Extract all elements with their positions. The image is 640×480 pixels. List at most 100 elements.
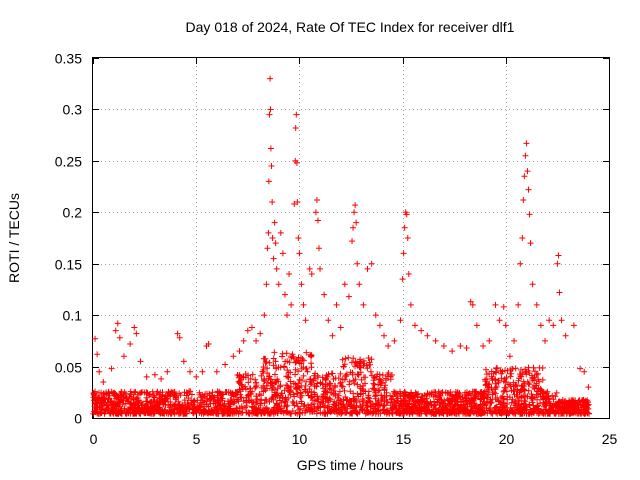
data-point xyxy=(351,209,358,216)
data-point xyxy=(133,330,140,337)
data-point xyxy=(520,196,527,203)
data-point xyxy=(519,235,526,241)
data-point xyxy=(399,276,406,283)
data-point xyxy=(261,312,268,319)
y-tick-label: 0.25 xyxy=(55,154,82,170)
data-point xyxy=(295,235,302,241)
data-point xyxy=(372,312,379,319)
data-point xyxy=(131,324,138,331)
data-point xyxy=(92,335,99,342)
data-point xyxy=(325,317,332,324)
data-point xyxy=(317,265,324,272)
y-tick-label: 0 xyxy=(74,411,82,427)
noise-points xyxy=(90,349,593,417)
x-tick-label: 0 xyxy=(90,431,98,447)
data-point xyxy=(151,371,158,378)
data-point xyxy=(524,168,531,175)
data-point xyxy=(376,322,383,329)
data-point xyxy=(314,217,321,224)
data-point xyxy=(143,373,150,380)
data-point xyxy=(511,337,518,344)
data-point xyxy=(463,345,470,352)
data-point xyxy=(368,260,375,267)
data-point xyxy=(515,301,522,308)
data-point xyxy=(248,324,255,331)
data-point xyxy=(542,337,549,344)
data-point xyxy=(257,330,264,337)
y-tick-label: 0.35 xyxy=(55,51,82,67)
background-point-cloud xyxy=(90,349,593,417)
data-point xyxy=(473,322,480,329)
data-point xyxy=(316,245,323,252)
data-point xyxy=(381,332,388,339)
data-point xyxy=(266,111,273,118)
data-point xyxy=(244,327,251,334)
data-point xyxy=(349,238,356,245)
data-point xyxy=(333,301,340,308)
data-point xyxy=(180,358,187,365)
data-point xyxy=(263,281,270,288)
data-point xyxy=(269,235,276,241)
data-point xyxy=(293,159,300,166)
data-point xyxy=(284,312,291,319)
x-tick-label: 25 xyxy=(602,431,618,447)
data-point xyxy=(577,365,584,372)
data-point xyxy=(562,332,569,339)
data-point xyxy=(298,281,305,288)
data-point xyxy=(294,199,301,205)
data-point xyxy=(137,358,144,365)
data-point xyxy=(432,337,439,344)
data-point xyxy=(288,301,295,308)
data-point xyxy=(96,368,103,375)
x-tick-label: 20 xyxy=(499,431,515,447)
data-point xyxy=(407,301,414,308)
chart-title: Day 018 of 2024, Rate Of TEC Index for r… xyxy=(186,19,515,35)
data-point xyxy=(264,245,271,252)
data-point xyxy=(537,322,544,329)
data-point xyxy=(273,265,280,272)
data-point xyxy=(193,373,200,380)
data-point xyxy=(222,361,229,368)
data-point xyxy=(354,260,361,267)
data-point xyxy=(306,265,313,272)
data-point xyxy=(449,348,456,355)
data-point xyxy=(411,322,418,329)
data-point xyxy=(267,75,274,82)
data-point xyxy=(523,140,530,147)
data-point xyxy=(522,152,529,159)
data-point xyxy=(158,375,165,382)
data-point xyxy=(114,320,121,327)
data-point xyxy=(94,351,101,358)
data-point xyxy=(271,219,278,226)
data-point xyxy=(313,196,320,203)
data-point xyxy=(521,173,528,180)
data-point xyxy=(337,324,344,331)
data-point xyxy=(555,252,562,259)
data-point xyxy=(205,340,212,347)
data-point xyxy=(213,368,220,375)
data-point xyxy=(356,281,363,288)
data-point xyxy=(293,111,300,118)
data-point xyxy=(364,265,371,272)
data-point xyxy=(272,240,279,247)
data-point xyxy=(526,211,533,218)
data-point xyxy=(457,343,464,349)
data-point xyxy=(267,145,274,152)
data-point xyxy=(500,303,507,310)
data-point xyxy=(405,271,412,277)
data-point xyxy=(321,291,328,298)
data-point xyxy=(581,368,588,375)
data-point xyxy=(401,224,408,231)
data-point xyxy=(486,337,493,344)
data-point xyxy=(279,250,286,257)
data-point xyxy=(236,348,243,355)
data-point xyxy=(440,343,447,349)
data-point xyxy=(187,368,194,375)
data-point xyxy=(277,229,284,236)
data-point xyxy=(397,317,404,324)
data-point xyxy=(341,281,348,288)
data-point xyxy=(286,271,293,277)
data-point xyxy=(268,163,275,169)
data-point xyxy=(308,271,315,277)
